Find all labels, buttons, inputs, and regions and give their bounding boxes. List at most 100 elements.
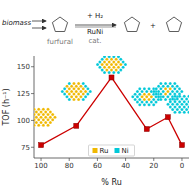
atom — [155, 87, 158, 90]
atom — [101, 63, 104, 66]
atom — [183, 95, 186, 98]
plot-area — [34, 56, 189, 148]
atom — [70, 95, 73, 98]
atom — [176, 85, 179, 88]
atom — [164, 82, 167, 85]
nanoparticle — [167, 95, 189, 114]
point — [179, 143, 184, 148]
y-tick-label: 125 — [17, 90, 30, 98]
atom — [122, 60, 125, 63]
atom — [105, 68, 108, 71]
atom — [173, 111, 176, 114]
atom — [42, 113, 45, 116]
atom — [115, 63, 118, 66]
atom — [169, 93, 172, 96]
atom — [119, 68, 122, 71]
atom — [143, 98, 146, 101]
atom — [187, 100, 189, 103]
atom — [143, 87, 146, 90]
atom — [180, 98, 183, 101]
atom — [37, 108, 40, 111]
atom — [173, 82, 176, 85]
atom — [162, 90, 165, 93]
atom — [84, 90, 87, 93]
atom — [105, 63, 108, 66]
legend-swatch — [93, 148, 98, 153]
point — [74, 123, 79, 128]
furan-ring — [52, 17, 67, 32]
atom — [176, 90, 179, 93]
atom — [47, 108, 50, 111]
x-tick — [97, 158, 98, 161]
atom — [143, 103, 146, 106]
atom — [143, 93, 146, 96]
atom — [115, 68, 118, 71]
atom — [122, 66, 125, 69]
atom — [173, 87, 176, 90]
atom — [79, 90, 82, 93]
atom — [101, 68, 104, 71]
atom — [169, 82, 172, 85]
atom — [134, 93, 137, 96]
annotation: + — [150, 22, 156, 30]
atom — [61, 90, 64, 93]
atom — [173, 100, 176, 103]
annotation: furfural — [47, 38, 73, 46]
atom — [115, 58, 118, 61]
atom — [176, 103, 179, 106]
atom — [89, 90, 92, 93]
atom — [159, 98, 162, 101]
atom — [82, 87, 85, 90]
atom — [176, 108, 179, 111]
x-tick — [69, 158, 70, 161]
atom — [169, 100, 172, 103]
atom — [53, 116, 56, 119]
atom — [124, 63, 127, 66]
atom — [86, 93, 89, 96]
line — [41, 77, 182, 145]
atom — [96, 63, 99, 66]
atom — [105, 58, 108, 61]
atom — [164, 93, 167, 96]
atom — [183, 100, 186, 103]
atom — [44, 121, 47, 124]
x-tick-label: 0 — [180, 162, 184, 170]
atom — [145, 101, 148, 104]
atom — [103, 60, 106, 63]
atom — [171, 108, 174, 111]
atom — [34, 108, 36, 111]
atom — [138, 87, 141, 90]
atom — [164, 87, 167, 90]
y-tick — [31, 147, 34, 148]
x-tick — [125, 158, 126, 161]
atom — [77, 87, 80, 90]
atom — [150, 101, 153, 104]
atom — [72, 82, 75, 85]
point — [109, 75, 114, 80]
atom — [112, 66, 115, 69]
atom — [82, 98, 85, 101]
atom — [47, 113, 50, 116]
atom — [166, 90, 169, 93]
scheme-rule — [75, 27, 116, 28]
atom — [49, 110, 52, 113]
legend-label: Ni — [122, 147, 129, 155]
atom — [51, 118, 54, 121]
atom — [34, 113, 36, 116]
atom — [180, 90, 183, 93]
atom — [75, 95, 78, 98]
atom — [101, 58, 104, 61]
atom — [82, 82, 85, 85]
atom — [141, 90, 144, 93]
atom — [35, 110, 38, 113]
atom — [49, 116, 52, 119]
annotation: biomass — [2, 19, 31, 27]
atom — [40, 116, 43, 119]
atom — [35, 121, 38, 124]
atom — [68, 87, 71, 90]
annotation: cat. — [88, 37, 101, 45]
atom — [72, 98, 75, 101]
atom — [164, 98, 167, 101]
atom — [110, 58, 113, 61]
atom — [138, 103, 141, 106]
